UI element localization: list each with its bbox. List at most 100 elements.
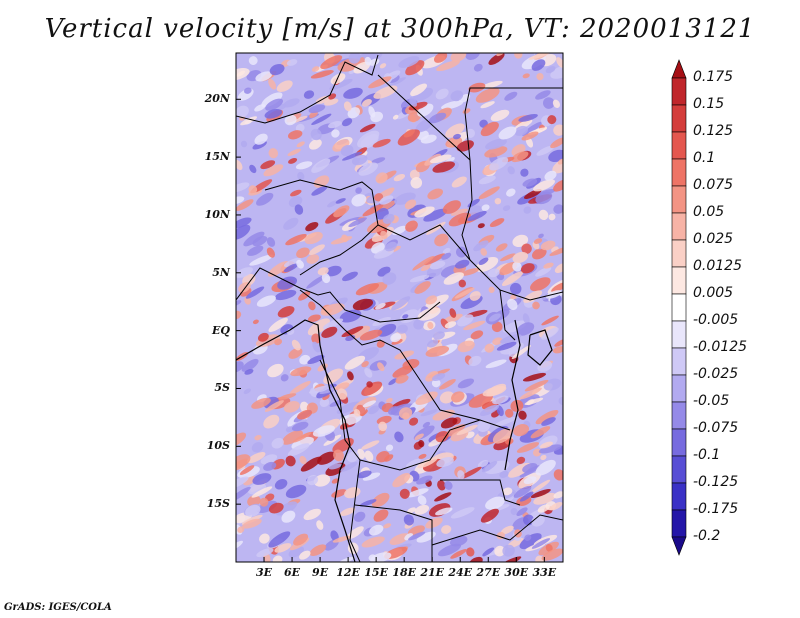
velocity-blob bbox=[549, 501, 563, 511]
velocity-blob bbox=[417, 495, 427, 506]
velocity-blob bbox=[268, 317, 288, 332]
velocity-blob bbox=[488, 286, 495, 293]
velocity-blob bbox=[244, 369, 254, 375]
velocity-blob bbox=[249, 164, 257, 174]
velocity-blob bbox=[300, 456, 322, 472]
velocity-blob bbox=[425, 370, 439, 382]
velocity-blob bbox=[252, 319, 259, 325]
velocity-blob bbox=[332, 437, 354, 453]
velocity-blob bbox=[494, 416, 518, 427]
velocity-blob bbox=[545, 543, 553, 552]
velocity-blob bbox=[385, 444, 394, 452]
velocity-blob bbox=[375, 172, 388, 184]
velocity-blob bbox=[311, 333, 321, 344]
border-line bbox=[440, 479, 521, 506]
velocity-blob bbox=[454, 259, 470, 269]
velocity-blob bbox=[519, 387, 542, 400]
velocity-blob bbox=[317, 451, 336, 465]
velocity-blob bbox=[396, 324, 408, 334]
velocity-blob bbox=[257, 332, 269, 342]
velocity-blob bbox=[436, 60, 460, 72]
velocity-blob bbox=[388, 378, 398, 386]
velocity-blob bbox=[267, 261, 290, 277]
velocity-blob bbox=[429, 260, 446, 270]
velocity-blob bbox=[513, 485, 532, 498]
velocity-blob bbox=[339, 309, 362, 323]
velocity-blob bbox=[392, 472, 411, 488]
velocity-blob bbox=[370, 111, 384, 123]
velocity-blob bbox=[333, 205, 350, 218]
velocity-blob bbox=[443, 424, 466, 438]
velocity-blob bbox=[457, 470, 465, 480]
colorbar-label: -0.1 bbox=[693, 447, 721, 463]
velocity-blob bbox=[512, 251, 529, 263]
lon-label: 12E bbox=[336, 566, 360, 579]
velocity-blob bbox=[406, 507, 416, 514]
colorbar-swatch bbox=[671, 347, 687, 376]
velocity-blob bbox=[552, 99, 560, 108]
velocity-blob bbox=[417, 457, 438, 469]
velocity-blob bbox=[530, 426, 551, 439]
velocity-blob bbox=[236, 105, 249, 118]
velocity-blob bbox=[516, 442, 540, 453]
velocity-blob bbox=[549, 245, 563, 256]
velocity-blob bbox=[274, 543, 292, 553]
colorbar-swatch bbox=[671, 266, 687, 295]
velocity-blob bbox=[236, 267, 253, 278]
velocity-blob bbox=[373, 85, 398, 99]
velocity-blob bbox=[480, 121, 499, 137]
velocity-blob bbox=[255, 334, 281, 347]
velocity-blob bbox=[433, 331, 445, 340]
velocity-blob bbox=[540, 454, 547, 461]
velocity-blob bbox=[540, 441, 553, 449]
velocity-blob bbox=[408, 531, 426, 541]
velocity-blob bbox=[541, 548, 563, 561]
velocity-blob bbox=[450, 53, 467, 62]
lon-ticks bbox=[263, 557, 545, 562]
velocity-blob bbox=[456, 424, 478, 436]
velocity-blob bbox=[354, 511, 366, 522]
velocity-blob bbox=[274, 338, 283, 346]
velocity-blob bbox=[522, 178, 538, 187]
velocity-blob bbox=[500, 253, 516, 262]
velocity-blob bbox=[236, 486, 251, 503]
velocity-blob bbox=[332, 535, 352, 543]
velocity-blob bbox=[427, 339, 439, 348]
velocity-blob bbox=[425, 294, 449, 309]
velocity-blob bbox=[295, 123, 305, 133]
colorbar-swatch bbox=[671, 212, 687, 241]
velocity-blob bbox=[499, 470, 509, 478]
velocity-blob bbox=[375, 303, 386, 310]
colorbar-swatch bbox=[671, 185, 687, 214]
velocity-blob bbox=[335, 382, 350, 391]
velocity-blob bbox=[543, 378, 562, 391]
velocity-blob bbox=[283, 217, 299, 230]
velocity-blob bbox=[277, 306, 295, 318]
velocity-blob bbox=[412, 255, 435, 271]
lon-label: 30E bbox=[504, 566, 529, 579]
velocity-blob bbox=[420, 409, 438, 417]
velocity-blob bbox=[521, 131, 539, 141]
velocity-blob bbox=[371, 157, 386, 164]
velocity-blob bbox=[361, 360, 369, 368]
velocity-blob bbox=[348, 53, 361, 64]
velocity-blob bbox=[260, 160, 276, 170]
colorbar-label: 0.025 bbox=[693, 231, 734, 247]
velocity-blob bbox=[260, 454, 278, 465]
velocity-blob bbox=[383, 523, 392, 529]
lat-label: 5N bbox=[212, 265, 230, 279]
velocity-blob bbox=[477, 223, 485, 229]
velocity-blob bbox=[259, 533, 270, 544]
velocity-blob bbox=[236, 361, 244, 373]
velocity-blob bbox=[556, 57, 563, 68]
velocity-blob bbox=[236, 454, 251, 469]
velocity-blob bbox=[263, 164, 284, 177]
velocity-blob bbox=[335, 198, 346, 204]
lon-label: 6E bbox=[284, 566, 301, 579]
velocity-blob bbox=[457, 378, 475, 389]
velocity-blob bbox=[403, 129, 415, 138]
colorbar-swatch bbox=[671, 77, 687, 106]
velocity-blob bbox=[513, 424, 530, 437]
velocity-blob bbox=[236, 310, 242, 320]
lat-label: 5S bbox=[214, 381, 230, 395]
